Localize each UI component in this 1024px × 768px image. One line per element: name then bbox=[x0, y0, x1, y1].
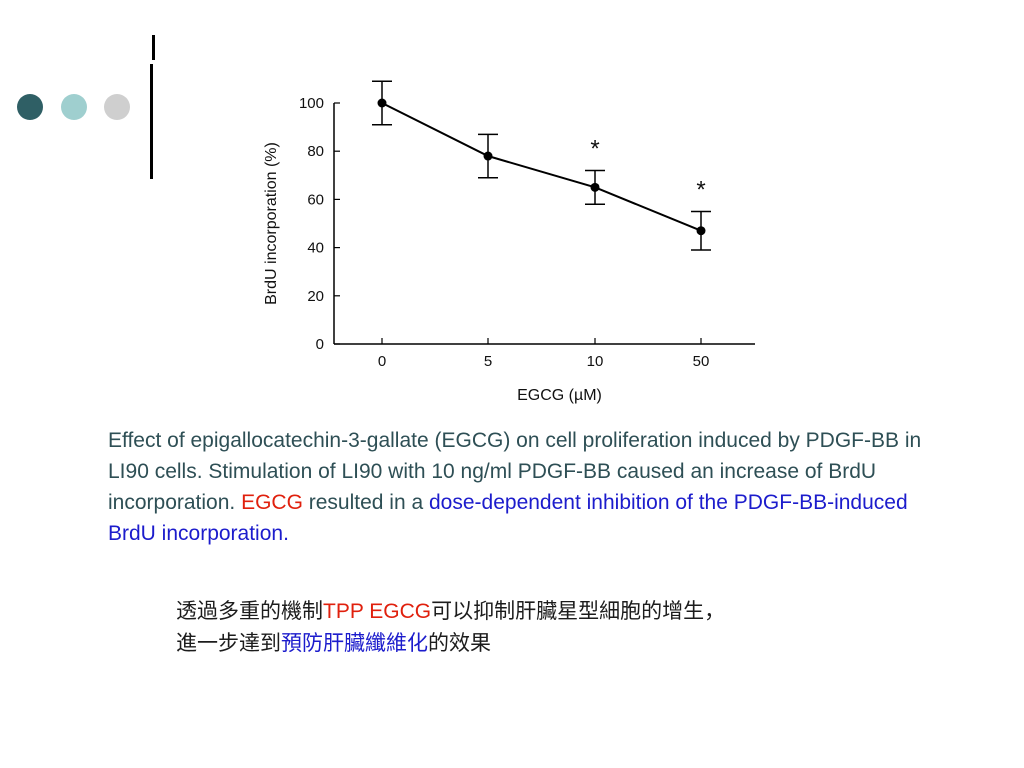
data-point bbox=[483, 151, 493, 161]
deco-bar-long bbox=[150, 64, 153, 179]
data-point bbox=[377, 98, 387, 108]
y-tick-label: 80 bbox=[307, 143, 324, 160]
y-tick-label: 100 bbox=[299, 95, 324, 112]
brdu-line-chart: 0 20 40 60 80 100 0 5 10 50 EGCG (µM) BrdU incorpor… bbox=[263, 80, 755, 404]
zh-line2-b: 預防肝臟纖維化 bbox=[281, 631, 428, 655]
zh-line1-b: TPP EGCG bbox=[323, 600, 432, 623]
caption-egcg: EGCG bbox=[241, 491, 303, 514]
caption-part-1: Effect of epigallocatechin-3-gallate (EG… bbox=[108, 429, 922, 514]
zh-line2-a: 進一步達到 bbox=[176, 631, 281, 655]
deco-dot-dark bbox=[17, 94, 43, 120]
zh-line1-c: 可以抑制肝臟星型細胞的增生， bbox=[431, 599, 726, 623]
zh-line1-a: 透過多重的機制 bbox=[176, 599, 323, 623]
y-tick-label: 60 bbox=[307, 191, 324, 208]
caption-highlight: dose-dependent inhibition of the PDGF-BB… bbox=[108, 491, 908, 545]
y-tick-label: 0 bbox=[316, 336, 324, 353]
significance-mark: * bbox=[696, 176, 705, 203]
chinese-line-2: 進一步達到預防肝臟纖維化的效果 bbox=[176, 628, 936, 658]
figure-caption: Effect of epigallocatechin-3-gallate (EG… bbox=[108, 425, 928, 549]
x-tick-label: 50 bbox=[693, 353, 710, 370]
deco-dot-grey bbox=[104, 94, 130, 120]
x-tick-label: 10 bbox=[587, 353, 604, 370]
chart-layer: 0 20 40 60 80 100 0 5 10 50 EGCG (µM) BrdU incorpor… bbox=[263, 80, 755, 404]
x-tick-label: 5 bbox=[484, 353, 492, 370]
x-tick-label: 0 bbox=[378, 353, 386, 370]
y-tick-label: 40 bbox=[307, 240, 324, 257]
deco-bar-short bbox=[152, 35, 155, 60]
x-axis-label: EGCG (µM) bbox=[517, 387, 602, 404]
data-point bbox=[696, 226, 706, 236]
series-line bbox=[381, 102, 702, 232]
significance-mark: * bbox=[590, 135, 599, 162]
zh-line2-c: 的效果 bbox=[428, 631, 491, 655]
y-axis-label: BrdU incorporation (%) bbox=[263, 142, 280, 305]
deco-dot-teal bbox=[61, 94, 87, 120]
data-point bbox=[590, 182, 600, 192]
chinese-line-1: 透過多重的機制TPP EGCG可以抑制肝臟星型細胞的增生， bbox=[176, 596, 936, 627]
caption-part-3: resulted in a bbox=[302, 491, 429, 514]
y-tick-label: 20 bbox=[307, 288, 324, 305]
